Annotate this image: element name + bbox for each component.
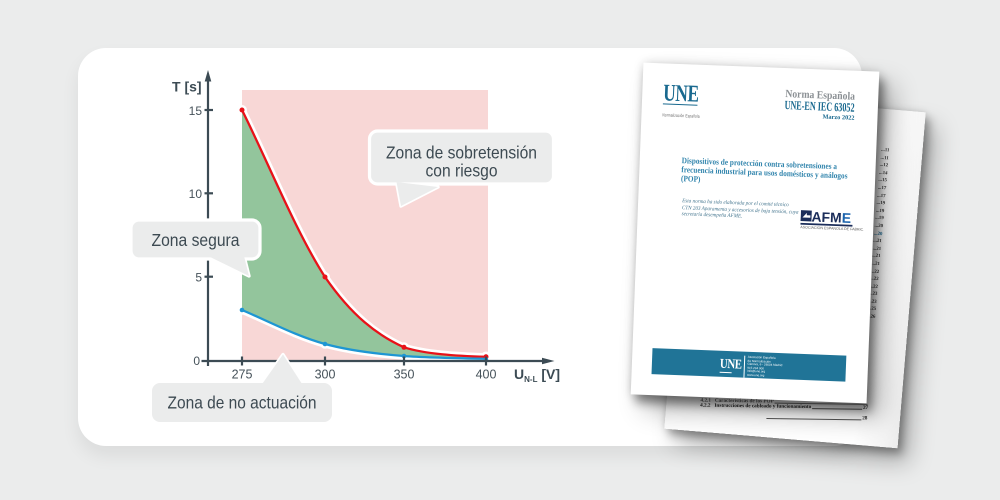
svg-text:UN-L [V]: UN-L [V]: [514, 366, 560, 384]
svg-text:5: 5: [195, 271, 202, 285]
svg-text:AFM: AFM: [811, 208, 842, 225]
svg-text:Zona segura: Zona segura: [152, 230, 240, 250]
svg-text:Zona de no actuación: Zona de no actuación: [168, 393, 317, 413]
svg-text:Zona de sobretensión: Zona de sobretensión: [386, 143, 537, 163]
svg-text:300: 300: [315, 368, 336, 382]
svg-text:275: 275: [232, 368, 253, 382]
svg-text:ASOCIACION ESPANOLA DE FABRICA: ASOCIACION ESPANOLA DE FABRICANTES: [800, 225, 864, 232]
svg-text:400: 400: [476, 368, 497, 382]
svg-text:E: E: [842, 210, 852, 226]
svg-text:T [s]: T [s]: [172, 79, 202, 95]
svg-text:0: 0: [193, 354, 200, 368]
svg-text:con riesgo: con riesgo: [426, 161, 498, 181]
svg-text:10: 10: [189, 187, 203, 201]
svg-text:15: 15: [189, 104, 203, 118]
svg-text:350: 350: [394, 368, 415, 382]
